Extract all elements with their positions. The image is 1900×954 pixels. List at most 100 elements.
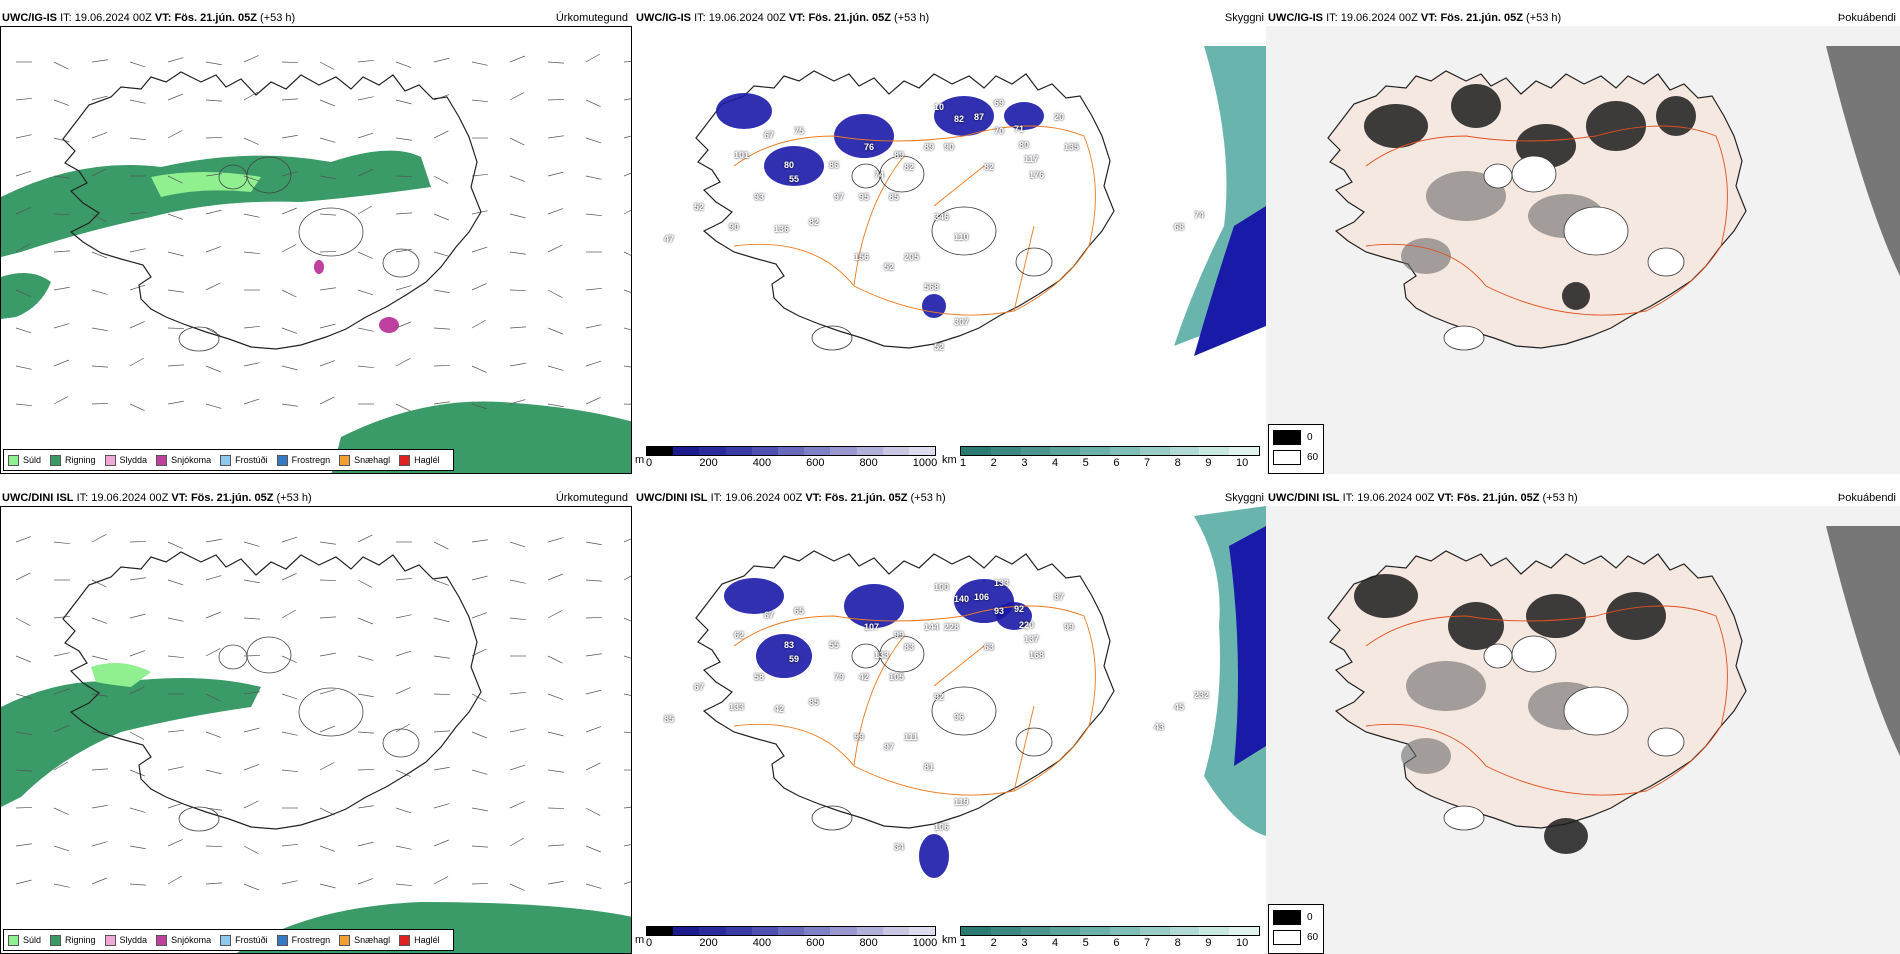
ceiling-value-label: 83 (904, 642, 915, 652)
ceiling-value-label: 67 (764, 610, 775, 620)
ceiling-value-label: 95 (859, 192, 870, 202)
fog-panel-row2: UWC/DINI ISL IT: 19.06.2024 00Z VT: Fös.… (1266, 490, 1900, 954)
glacier-outline (1511, 635, 1557, 673)
legend-swatch (156, 934, 168, 946)
glacier-outline (1647, 727, 1685, 757)
ceiling-value-label: 168 (1029, 650, 1045, 660)
fog-area (1406, 661, 1486, 711)
legend-item: Snjókoma (156, 934, 211, 946)
ceiling-value-label: 346 (934, 212, 950, 222)
fog-area (1544, 818, 1588, 854)
legend-swatch (220, 454, 232, 466)
fog-area (1364, 104, 1428, 148)
legend-swatch (220, 934, 232, 946)
fog-area (1562, 282, 1590, 310)
ceiling-value-label: 67 (764, 130, 775, 140)
ceiling-value-label: 137 (1024, 634, 1040, 644)
road-network (1365, 605, 1728, 796)
ceiling-value-label: 74 (1194, 210, 1205, 220)
ceiling-value-label: 205 (904, 252, 920, 262)
glacier-outline (1015, 247, 1053, 277)
fog-area (1401, 738, 1451, 774)
coastline (62, 551, 482, 830)
ceiling-value-label: 93 (994, 606, 1005, 616)
ceiling-value-label: 101 (734, 150, 750, 160)
colorbar-tick: 0 (646, 937, 653, 949)
ceiling-value-label: 85 (664, 714, 675, 724)
ceiling-value-label: 568 (924, 282, 940, 292)
legend-item: Frostúði (220, 454, 268, 466)
legend-item: Rigning (50, 934, 96, 946)
ceiling-colorbar: 0 200 400 600 800 1000 (646, 446, 937, 474)
colorbar-tick: 9 (1205, 457, 1212, 469)
low-ceiling-area (844, 584, 904, 628)
legend-item: Haglél (399, 454, 440, 466)
glacier-outline (931, 206, 997, 256)
ceiling-value-label: 55 (789, 174, 800, 184)
colorbar-tick: 2 (990, 457, 997, 469)
glacier-outline (851, 643, 881, 669)
legend-item: Snæhagl (339, 454, 390, 466)
iceland-map-group (695, 506, 1266, 878)
legend-item: Frostregn (276, 454, 330, 466)
legend-swatch (399, 934, 411, 946)
visibility-unit: km (942, 934, 957, 946)
glacier-outline (811, 325, 853, 351)
panel-header: UWC/DINI ISL IT: 19.06.2024 00Z VT: Fös.… (636, 492, 946, 504)
visibility-colorbar: 1 2 3 4 5 6 7 8 9 10 (960, 926, 1260, 954)
rain-area (1, 273, 51, 319)
visibility-unit: km (942, 454, 957, 466)
glacier-outline (1443, 805, 1485, 831)
legend-item: Slydda (104, 454, 147, 466)
glacier-outline (178, 806, 220, 832)
ceiling-value-label: 45 (1174, 702, 1185, 712)
ceiling-unit: m (635, 934, 645, 946)
colorbar-tick: 600 (806, 937, 825, 949)
ceiling-value-label: 63 (984, 642, 995, 652)
ceiling-value-label: 106 (934, 822, 950, 832)
ceiling-value-label: 92 (934, 692, 945, 702)
visibility-panel-row1: UWC/IG-IS IT: 19.06.2024 00Z VT: Fös. 21… (634, 10, 1266, 474)
legend-swatch (50, 934, 62, 946)
ceiling-value-label: 59 (789, 654, 800, 664)
low-ceiling-area (922, 294, 946, 318)
ceiling-value-label: 82 (809, 217, 820, 227)
glacier-outline (811, 805, 853, 831)
colorbar-tick: 4 (1052, 937, 1059, 949)
colorbar-tick: 10 (1236, 457, 1249, 469)
ceiling-value-label: 83 (784, 640, 795, 650)
road-network (733, 605, 1096, 796)
visibility-panel-row2: UWC/DINI ISL IT: 19.06.2024 00Z VT: Fös.… (634, 490, 1266, 954)
road-network (1365, 125, 1728, 316)
ceiling-value-label: 97 (884, 742, 895, 752)
ceiling-value-label: 99 (854, 732, 865, 742)
visibility-map: 67 65 62 67 83 59 58 55 79 133 42 85 85 107 99 144 133 83… (634, 506, 1266, 954)
glacier-outline (246, 636, 292, 674)
legend-swatch (104, 454, 116, 466)
ceiling-value-label: 133 (729, 702, 745, 712)
ceiling-value-label: 90 (944, 142, 955, 152)
colorbar-tick: 8 (1174, 937, 1181, 949)
panel-header: UWC/IG-IS IT: 19.06.2024 00Z VT: Fös. 21… (636, 12, 930, 24)
colorbar-tick: 2 (990, 937, 997, 949)
colorbar-tick: 800 (859, 457, 878, 469)
legend-swatch (8, 934, 19, 946)
fog-panel-row1: UWC/IG-IS IT: 19.06.2024 00Z VT: Fös. 21… (1266, 10, 1900, 474)
ceiling-value-label: 156 (854, 252, 870, 262)
ceiling-value-label: 106 (974, 592, 990, 602)
legend-swatch (276, 454, 288, 466)
ceiling-value-label: 99 (894, 630, 905, 640)
glacier-outline (1647, 247, 1685, 277)
legend-swatch (276, 934, 288, 946)
ceiling-value-label: 76 (864, 142, 875, 152)
legend-item: Frostregn (276, 934, 330, 946)
drizzle-area (151, 172, 261, 197)
colorbar-tick: 800 (859, 937, 878, 949)
colorbar-tick: 10 (1236, 937, 1249, 949)
colorbar-tick: 7 (1144, 937, 1151, 949)
glacier-outline (382, 728, 420, 758)
ceiling-value-label: 133 (874, 650, 890, 660)
ceiling-value-label: 140 (954, 594, 970, 604)
ceiling-value-label: 99 (1064, 622, 1075, 632)
colorbar-tick: 600 (806, 457, 825, 469)
